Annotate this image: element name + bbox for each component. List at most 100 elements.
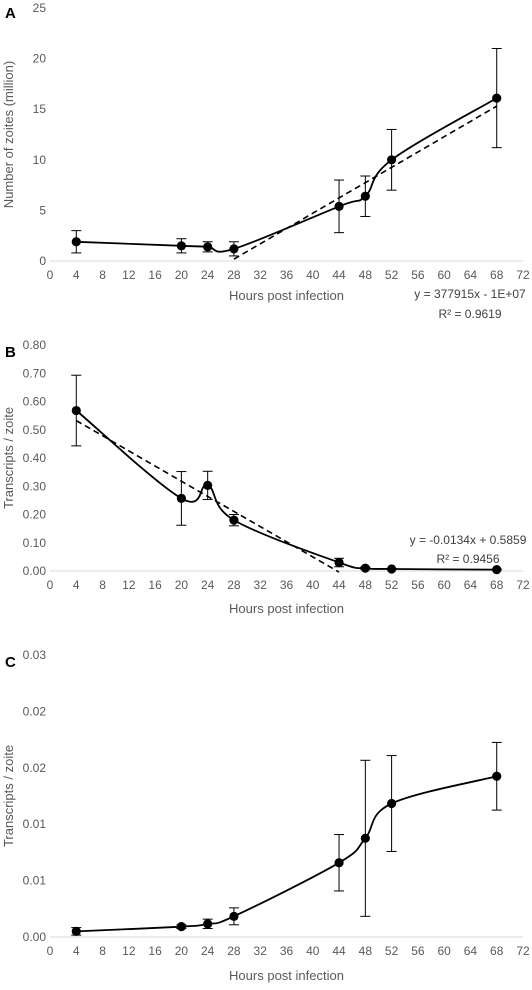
y-tick-label: 0.01 xyxy=(23,874,47,888)
x-tick-label: 72 xyxy=(516,944,530,958)
x-tick-label: 16 xyxy=(148,578,162,592)
x-axis-title: Hours post infection xyxy=(229,968,344,983)
x-tick-label: 0 xyxy=(47,944,54,958)
y-tick-label: 0.00 xyxy=(23,564,47,578)
data-point xyxy=(387,564,397,574)
series-line xyxy=(76,775,497,933)
x-tick-label: 24 xyxy=(201,268,215,282)
data-point xyxy=(176,922,186,932)
x-tick-label: 28 xyxy=(227,268,241,282)
x-tick-label: 64 xyxy=(464,268,478,282)
x-tick-label: 48 xyxy=(359,268,373,282)
data-point xyxy=(492,771,502,781)
x-tick-label: 52 xyxy=(385,578,399,592)
x-tick-label: 56 xyxy=(411,944,425,958)
data-point xyxy=(360,191,370,201)
panel-label: C xyxy=(5,654,16,671)
data-point xyxy=(71,405,81,416)
data-point xyxy=(334,858,344,868)
x-tick-label: 40 xyxy=(306,578,320,592)
x-tick-label: 60 xyxy=(437,944,451,958)
x-tick-label: 52 xyxy=(385,268,399,282)
chart-panel-b: B0 4 8 12 16 20 24 28 32 36 40 44 48 52 56 60 64 68 720.00… xyxy=(1,338,530,616)
x-tick-label: 60 xyxy=(437,578,451,592)
y-tick-label: 0.60 xyxy=(23,395,47,409)
y-tick-label: 10 xyxy=(33,153,47,167)
x-tick-label: 44 xyxy=(332,268,346,282)
y-tick-label: 5 xyxy=(39,203,46,217)
y-tick-label: 0.01 xyxy=(23,817,47,831)
y-tick-label: 0.40 xyxy=(23,451,47,465)
y-tick-label: 0.30 xyxy=(23,479,47,493)
x-tick-label: 64 xyxy=(464,944,478,958)
x-tick-label: 44 xyxy=(332,944,346,958)
y-axis-title: Transcripts / zoite xyxy=(1,407,16,509)
x-tick-label: 8 xyxy=(99,268,106,282)
y-axis-title: Transcripts / zoite xyxy=(1,745,16,847)
data-point xyxy=(176,493,186,503)
x-axis-title: Hours post infection xyxy=(229,288,344,303)
x-tick-label: 68 xyxy=(490,578,504,592)
x-tick-label: 68 xyxy=(490,268,504,282)
panel-label: A xyxy=(5,5,16,22)
y-tick-label: 0 xyxy=(39,254,46,268)
chart-panel-c: C0 4 8 12 16 20 24 28 32 36 40 44 48 52 56 60 64 68 720.00… xyxy=(1,648,530,983)
trendline-equation: y = 377915x - 1E+07 xyxy=(414,287,526,301)
trendline-r2: R² = 0.9456 xyxy=(436,552,499,566)
x-tick-label: 36 xyxy=(280,578,294,592)
y-tick-label: 0.20 xyxy=(23,508,47,522)
x-tick-label: 16 xyxy=(148,268,162,282)
y-tick-label: 0.00 xyxy=(23,930,47,944)
x-tick-label: 28 xyxy=(227,944,241,958)
x-tick-label: 24 xyxy=(201,578,215,592)
data-point xyxy=(229,911,239,921)
data-point xyxy=(387,798,397,809)
data-point xyxy=(71,926,81,936)
x-tick-label: 40 xyxy=(306,268,320,282)
data-point xyxy=(492,564,502,575)
panel-label: B xyxy=(5,344,16,361)
x-tick-label: 28 xyxy=(227,578,241,592)
x-tick-label: 32 xyxy=(254,268,268,282)
data-point xyxy=(492,93,502,103)
x-tick-label: 0 xyxy=(47,578,54,592)
chart-panel-a: A0 4 8 12 16 20 24 28 32 36 40 44 48 52 56 60 64 68 720510… xyxy=(1,1,530,321)
y-tick-label: 0.80 xyxy=(23,338,47,352)
x-tick-label: 36 xyxy=(280,944,294,958)
x-tick-label: 68 xyxy=(490,944,504,958)
x-tick-label: 72 xyxy=(516,268,530,282)
data-point xyxy=(360,833,370,843)
x-tick-label: 64 xyxy=(464,578,478,592)
data-point xyxy=(360,563,370,573)
x-tick-label: 4 xyxy=(73,268,80,282)
x-tick-label: 20 xyxy=(175,944,189,958)
x-tick-label: 4 xyxy=(73,944,80,958)
y-tick-label: 0.03 xyxy=(23,648,47,662)
x-tick-label: 48 xyxy=(359,578,373,592)
y-tick-label: 15 xyxy=(33,102,47,116)
data-point xyxy=(203,242,213,252)
data-point xyxy=(203,919,213,929)
x-tick-label: 12 xyxy=(122,944,136,958)
data-point xyxy=(334,201,344,211)
trendline-equation: y = -0.0134x + 0.5859 xyxy=(410,533,527,547)
y-tick-label: 0.50 xyxy=(23,423,47,437)
x-axis-title: Hours post infection xyxy=(229,601,344,616)
y-tick-label: 0.10 xyxy=(23,536,47,550)
x-tick-label: 56 xyxy=(411,268,425,282)
series-line xyxy=(76,97,498,253)
x-tick-label: 16 xyxy=(148,944,162,958)
data-point xyxy=(71,237,81,247)
data-point xyxy=(334,557,344,568)
x-tick-label: 20 xyxy=(175,578,189,592)
x-tick-label: 12 xyxy=(122,578,136,592)
data-point xyxy=(176,241,186,251)
x-tick-label: 0 xyxy=(47,268,54,282)
x-tick-label: 52 xyxy=(385,944,399,958)
x-tick-label: 44 xyxy=(332,578,346,592)
data-point xyxy=(229,244,239,254)
y-tick-label: 0.70 xyxy=(23,366,47,380)
trendline-r2: R² = 0.9619 xyxy=(438,307,501,321)
x-tick-label: 40 xyxy=(306,944,320,958)
